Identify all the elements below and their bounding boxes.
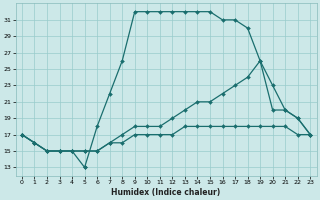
X-axis label: Humidex (Indice chaleur): Humidex (Indice chaleur) xyxy=(111,188,221,197)
